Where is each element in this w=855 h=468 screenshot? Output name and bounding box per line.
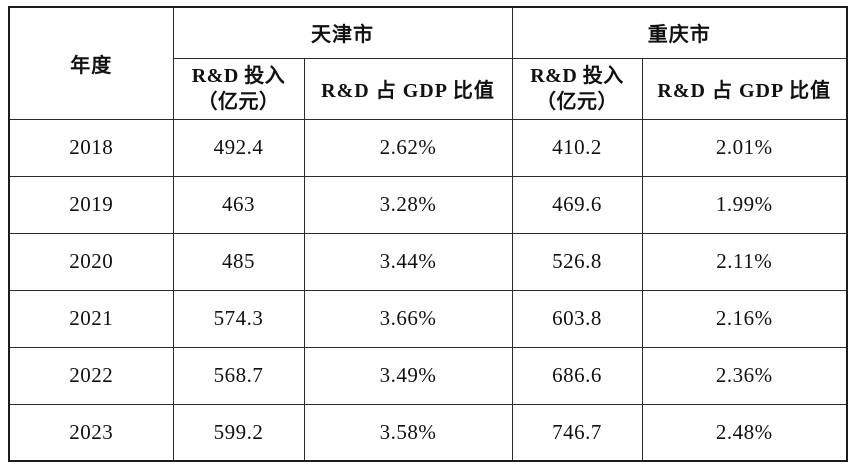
table-row-2018: 2018 492.4 2.62% 410.2 2.01% [8, 118, 848, 177]
cell-chongqing-rd: 603.8 [511, 289, 643, 348]
table-row-2019: 2019 463 3.28% 469.6 1.99% [8, 175, 848, 234]
header-city-chongqing: 重庆市 [511, 6, 848, 59]
cell-tianjin-gdp-ratio: 3.66% [303, 289, 513, 348]
cell-tianjin-rd: 492.4 [172, 118, 305, 177]
cell-chongqing-gdp-ratio: 2.36% [641, 346, 848, 405]
cell-chongqing-rd: 410.2 [511, 118, 643, 177]
cell-tianjin-gdp-ratio: 2.62% [303, 118, 513, 177]
header-tianjin-gdp-ratio: R&D 占 GDP 比值 [303, 57, 513, 120]
cell-chongqing-gdp-ratio: 1.99% [641, 175, 848, 234]
cell-year: 2019 [8, 175, 174, 234]
cell-chongqing-gdp-ratio: 2.16% [641, 289, 848, 348]
header-tianjin-rd-input: R&D 投入 （亿元） [172, 57, 305, 120]
cell-tianjin-gdp-ratio: 3.44% [303, 232, 513, 291]
cell-year: 2018 [8, 118, 174, 177]
rd-investment-comparison-table: 年度 天津市 重庆市 R&D 投入 （亿元） R&D 占 GDP 比值 R&D … [8, 6, 848, 462]
cell-tianjin-rd: 574.3 [172, 289, 305, 348]
cell-year: 2020 [8, 232, 174, 291]
cell-tianjin-rd: 463 [172, 175, 305, 234]
cell-tianjin-gdp-ratio: 3.28% [303, 175, 513, 234]
cell-chongqing-gdp-ratio: 2.11% [641, 232, 848, 291]
cell-year: 2022 [8, 346, 174, 405]
cell-chongqing-rd: 746.7 [511, 403, 643, 462]
header-city-tianjin: 天津市 [172, 6, 513, 59]
cell-year: 2023 [8, 403, 174, 462]
header-chongqing-rd-input: R&D 投入 （亿元） [511, 57, 643, 120]
cell-tianjin-rd: 485 [172, 232, 305, 291]
header-row-metrics: R&D 投入 （亿元） R&D 占 GDP 比值 R&D 投入 （亿元） R&D… [9, 57, 848, 120]
cell-tianjin-gdp-ratio: 3.58% [303, 403, 513, 462]
header-row-cities: 年度 天津市 重庆市 [8, 6, 848, 120]
table-row-2020: 2020 485 3.44% 526.8 2.11% [8, 232, 848, 291]
cell-tianjin-rd: 568.7 [172, 346, 305, 405]
table-row-2022: 2022 568.7 3.49% 686.6 2.36% [8, 346, 848, 405]
cell-chongqing-rd: 686.6 [511, 346, 643, 405]
cell-chongqing-rd: 469.6 [511, 175, 643, 234]
cell-year: 2021 [8, 289, 174, 348]
cell-chongqing-rd: 526.8 [511, 232, 643, 291]
table-row-2023: 2023 599.2 3.58% 746.7 2.48% [8, 403, 848, 462]
cell-tianjin-rd: 599.2 [172, 403, 305, 462]
cell-chongqing-gdp-ratio: 2.48% [641, 403, 848, 462]
header-chongqing-gdp-ratio: R&D 占 GDP 比值 [641, 57, 848, 120]
table-row-2021: 2021 574.3 3.66% 603.8 2.16% [8, 289, 848, 348]
header-year: 年度 [8, 6, 174, 120]
cell-tianjin-gdp-ratio: 3.49% [303, 346, 513, 405]
cell-chongqing-gdp-ratio: 2.01% [641, 118, 848, 177]
